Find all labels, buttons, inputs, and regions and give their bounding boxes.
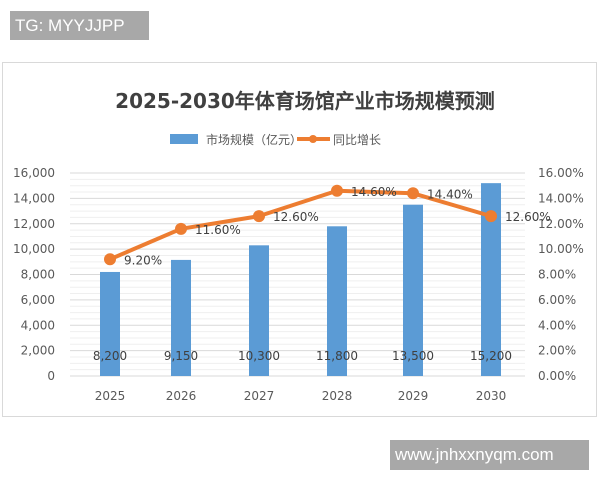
right-axis-tick: 16.00% bbox=[538, 166, 584, 180]
bar-value-label: 11,800 bbox=[316, 349, 358, 363]
right-axis: 0.00% 2.00% 4.00% 6.00% 8.00% 10.00% 12.00% 14.… bbox=[538, 166, 584, 383]
bar bbox=[249, 245, 269, 376]
x-axis-tick: 2025 bbox=[95, 389, 126, 403]
legend-line-label: 同比增长 bbox=[333, 133, 381, 147]
line-point bbox=[485, 210, 497, 223]
right-axis-tick: 0.00% bbox=[538, 369, 576, 383]
left-axis-tick: 4,000 bbox=[21, 318, 55, 332]
chart-title: 2025-2030年体育场馆产业市场规模预测 bbox=[115, 89, 495, 113]
bar-value-label: 10,300 bbox=[238, 349, 280, 363]
bar-value-label: 9,150 bbox=[164, 349, 198, 363]
x-axis-tick: 2027 bbox=[244, 389, 275, 403]
x-axis-tick: 2029 bbox=[398, 389, 429, 403]
legend-bar-label: 市场规模（亿元） bbox=[206, 132, 302, 147]
bar-value-label: 15,200 bbox=[470, 349, 512, 363]
right-axis-tick: 8.00% bbox=[538, 268, 576, 282]
watermark-site-label: www.jnhxxnyqm.com bbox=[390, 440, 589, 470]
line-value-label: 9.20% bbox=[124, 253, 162, 267]
legend-bar-swatch bbox=[170, 134, 198, 144]
line-point bbox=[407, 187, 419, 200]
watermark-tg-label: TG: MYYJJPP bbox=[10, 11, 149, 40]
left-axis-tick: 16,000 bbox=[13, 166, 55, 180]
line-series: 9.20% 11.60% 12.60% 14.60% 14.40% 12.60% bbox=[104, 184, 551, 267]
bar bbox=[481, 183, 501, 376]
line-value-label: 12.60% bbox=[505, 210, 551, 224]
left-axis-tick: 12,000 bbox=[13, 217, 55, 231]
x-axis-tick: 2030 bbox=[476, 389, 507, 403]
line-value-label: 12.60% bbox=[273, 210, 319, 224]
line-point bbox=[253, 210, 265, 223]
right-axis-tick: 10.00% bbox=[538, 242, 584, 256]
line-value-label: 11.60% bbox=[195, 223, 241, 237]
bar-value-label: 13,500 bbox=[392, 349, 434, 363]
left-axis-tick: 10,000 bbox=[13, 242, 55, 256]
growth-line bbox=[109, 188, 492, 262]
line-point bbox=[104, 253, 116, 266]
bar bbox=[171, 259, 191, 376]
left-axis-tick: 8,000 bbox=[21, 268, 55, 282]
left-axis-tick: 6,000 bbox=[21, 293, 55, 307]
right-axis-tick: 4.00% bbox=[538, 318, 576, 332]
legend: 市场规模（亿元） 同比增长 bbox=[170, 132, 381, 147]
gridlines bbox=[70, 172, 525, 377]
bar-value-label: 8,200 bbox=[93, 349, 127, 363]
right-axis-tick: 2.00% bbox=[538, 344, 576, 358]
left-axis-tick: 14,000 bbox=[13, 191, 55, 205]
bar bbox=[403, 204, 423, 376]
line-point bbox=[331, 184, 343, 197]
line-value-label: 14.60% bbox=[351, 185, 397, 199]
bar-series: 8,200 9,150 10,300 11,800 13,500 15,200 bbox=[93, 183, 512, 376]
right-axis-tick: 12.00% bbox=[538, 217, 584, 231]
left-axis-tick: 2,000 bbox=[21, 344, 55, 358]
left-axis-tick: 0 bbox=[47, 369, 55, 383]
right-axis-tick: 14.00% bbox=[538, 191, 584, 205]
bar bbox=[327, 226, 347, 376]
line-point bbox=[175, 222, 187, 235]
x-axis-tick: 2026 bbox=[166, 389, 197, 403]
bar bbox=[100, 271, 120, 376]
left-axis: 0 2,000 4,000 6,000 8,000 10,000 12,000 14,000 1… bbox=[13, 166, 55, 383]
right-axis-tick: 6.00% bbox=[538, 293, 576, 307]
x-axis-tick: 2028 bbox=[322, 389, 353, 403]
line-value-label: 14.40% bbox=[427, 187, 473, 201]
x-axis: 2025 2026 2027 2028 2029 2030 bbox=[95, 389, 507, 403]
